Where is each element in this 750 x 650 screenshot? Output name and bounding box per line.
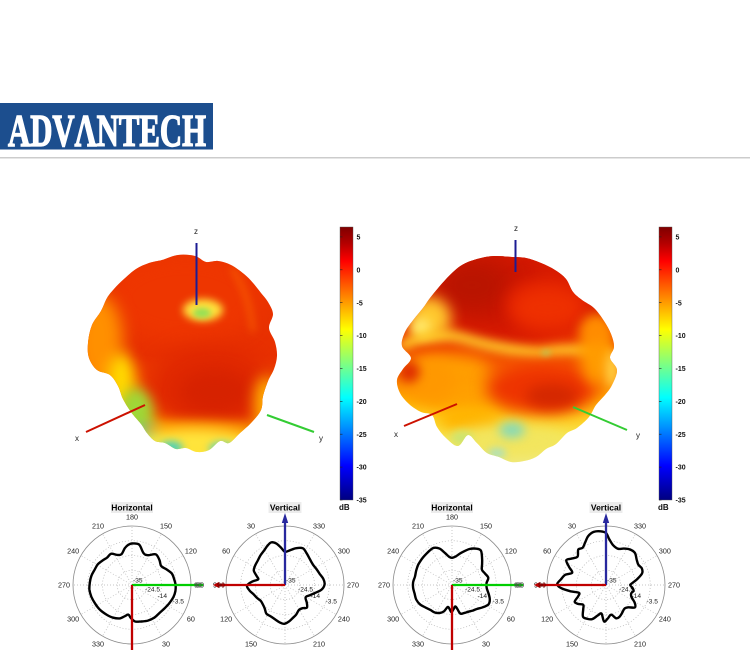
svg-text:210: 210	[634, 639, 646, 648]
svg-text:150: 150	[480, 522, 492, 531]
svg-text:-14: -14	[311, 593, 321, 600]
svg-text:240: 240	[338, 614, 350, 623]
svg-text:60: 60	[543, 546, 551, 555]
svg-text:-3.5: -3.5	[326, 599, 338, 606]
svg-text:-14: -14	[478, 593, 488, 600]
svg-text:-30: -30	[676, 465, 686, 472]
svg-text:-20: -20	[676, 399, 686, 406]
svg-text:-14: -14	[158, 593, 168, 600]
svg-text:x: x	[75, 434, 79, 443]
svg-text:30: 30	[162, 639, 170, 648]
svg-text:-25: -25	[676, 432, 686, 439]
svg-text:60: 60	[222, 546, 230, 555]
svg-text:120: 120	[505, 546, 517, 555]
svg-text:-3.5: -3.5	[493, 599, 505, 606]
svg-text:x: x	[394, 430, 398, 439]
svg-text:210: 210	[313, 639, 325, 648]
svg-text:210: 210	[412, 522, 424, 531]
svg-text:-35: -35	[676, 498, 686, 505]
svg-text:-24.5: -24.5	[465, 587, 480, 594]
svg-text:240: 240	[387, 546, 399, 555]
svg-text:150: 150	[566, 639, 578, 648]
svg-text:30: 30	[568, 522, 576, 531]
svg-text:-5: -5	[357, 300, 363, 307]
svg-text:-10: -10	[676, 333, 686, 340]
svg-text:-24.5: -24.5	[145, 587, 160, 594]
svg-text:5: 5	[357, 235, 361, 242]
svg-text:30: 30	[247, 522, 255, 531]
svg-text:240: 240	[67, 546, 79, 555]
svg-text:-35: -35	[607, 578, 617, 585]
svg-text:300: 300	[659, 546, 671, 555]
svg-text:-24.5: -24.5	[619, 587, 634, 594]
svg-text:Horizontal: Horizontal	[431, 503, 473, 513]
svg-text:330: 330	[634, 522, 646, 531]
svg-text:60: 60	[507, 614, 515, 623]
svg-text:300: 300	[338, 546, 350, 555]
svg-text:0: 0	[357, 267, 361, 274]
svg-text:0: 0	[676, 267, 680, 274]
svg-text:y: y	[319, 434, 323, 443]
svg-text:330: 330	[412, 639, 424, 648]
svg-text:Vertical: Vertical	[270, 503, 300, 513]
svg-text:180: 180	[446, 512, 458, 521]
svg-text:dB: dB	[658, 503, 669, 512]
svg-text:Vertical: Vertical	[591, 503, 621, 513]
svg-text:60: 60	[187, 614, 195, 623]
svg-text:210: 210	[92, 522, 104, 531]
svg-text:90: 90	[538, 582, 546, 589]
svg-text:-24.5: -24.5	[298, 587, 313, 594]
svg-text:270: 270	[347, 580, 359, 589]
svg-text:-15: -15	[357, 366, 367, 373]
svg-text:270: 270	[58, 580, 70, 589]
svg-text:120: 120	[541, 614, 553, 623]
svg-text:-14: -14	[632, 593, 642, 600]
svg-text:-35: -35	[453, 578, 463, 585]
svg-text:240: 240	[659, 614, 671, 623]
svg-text:330: 330	[92, 639, 104, 648]
svg-text:-3.5: -3.5	[647, 599, 659, 606]
svg-text:-25: -25	[357, 432, 367, 439]
svg-text:300: 300	[67, 614, 79, 623]
svg-text:180: 180	[126, 512, 138, 521]
svg-text:-20: -20	[357, 399, 367, 406]
svg-text:-35: -35	[357, 498, 367, 505]
svg-text:90: 90	[194, 582, 202, 589]
svg-text:150: 150	[160, 522, 172, 531]
svg-text:30: 30	[482, 639, 490, 648]
svg-text:-3.5: -3.5	[173, 599, 185, 606]
svg-text:z: z	[194, 227, 198, 236]
svg-text:dB: dB	[339, 503, 350, 512]
svg-text:270: 270	[668, 580, 680, 589]
svg-text:270: 270	[378, 580, 390, 589]
svg-text:-35: -35	[286, 578, 296, 585]
svg-text:Horizontal: Horizontal	[111, 503, 153, 513]
svg-text:y: y	[636, 431, 640, 440]
svg-text:300: 300	[387, 614, 399, 623]
svg-text:90: 90	[217, 582, 225, 589]
svg-text:90: 90	[514, 582, 522, 589]
svg-text:330: 330	[313, 522, 325, 531]
svg-text:-15: -15	[676, 366, 686, 373]
svg-text:-35: -35	[133, 578, 143, 585]
svg-text:-30: -30	[357, 465, 367, 472]
svg-text:150: 150	[245, 639, 257, 648]
svg-text:5: 5	[676, 235, 680, 242]
svg-text:-10: -10	[357, 333, 367, 340]
svg-text:120: 120	[220, 614, 232, 623]
svg-text:z: z	[514, 224, 518, 233]
svg-text:-5: -5	[676, 300, 682, 307]
svg-text:120: 120	[185, 546, 197, 555]
svg-text:ADVΛNTECH: ADVΛNTECH	[8, 106, 206, 156]
